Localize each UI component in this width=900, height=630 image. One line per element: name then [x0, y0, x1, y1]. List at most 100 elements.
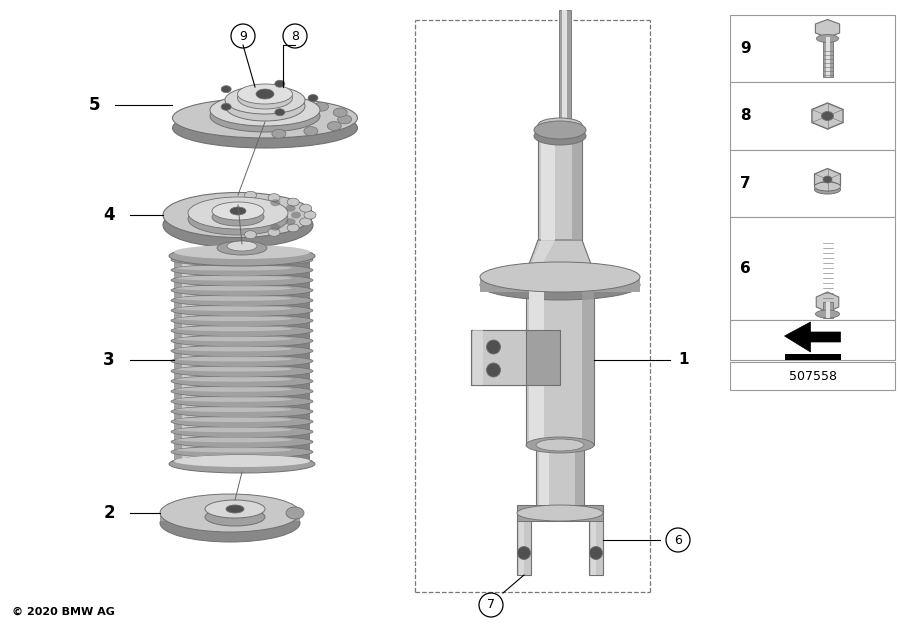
Text: 6: 6 — [740, 261, 751, 276]
Text: 7: 7 — [487, 598, 495, 612]
Bar — [473, 330, 483, 385]
Ellipse shape — [270, 199, 280, 206]
Ellipse shape — [285, 205, 295, 212]
Ellipse shape — [487, 363, 500, 377]
Bar — [480, 277, 640, 292]
Ellipse shape — [217, 241, 267, 255]
Ellipse shape — [487, 340, 500, 354]
Ellipse shape — [272, 129, 286, 138]
Ellipse shape — [256, 89, 274, 99]
Ellipse shape — [171, 284, 313, 296]
Bar — [589, 505, 603, 575]
Polygon shape — [527, 240, 555, 275]
Ellipse shape — [814, 182, 841, 191]
Ellipse shape — [590, 546, 602, 559]
Ellipse shape — [517, 505, 603, 521]
Ellipse shape — [171, 386, 313, 398]
Ellipse shape — [176, 336, 292, 341]
Text: 2: 2 — [104, 504, 115, 522]
Polygon shape — [525, 240, 595, 275]
Ellipse shape — [176, 357, 292, 362]
Ellipse shape — [176, 427, 292, 432]
Ellipse shape — [518, 546, 530, 559]
Ellipse shape — [212, 208, 264, 226]
Ellipse shape — [536, 439, 584, 451]
Text: 8: 8 — [740, 108, 751, 123]
Ellipse shape — [171, 446, 313, 458]
Ellipse shape — [176, 437, 292, 442]
Bar — [730, 217, 895, 320]
Bar — [572, 125, 582, 240]
Bar — [559, 10, 571, 120]
Bar — [730, 362, 895, 390]
Ellipse shape — [169, 246, 315, 266]
Ellipse shape — [308, 94, 318, 101]
Ellipse shape — [171, 365, 313, 377]
Ellipse shape — [171, 304, 313, 316]
Ellipse shape — [238, 87, 292, 109]
Ellipse shape — [534, 127, 586, 145]
Text: 9: 9 — [239, 30, 247, 42]
Ellipse shape — [328, 122, 341, 130]
Ellipse shape — [176, 387, 292, 392]
Bar — [288, 260, 310, 462]
Ellipse shape — [225, 91, 305, 121]
Ellipse shape — [287, 198, 299, 206]
Ellipse shape — [274, 80, 284, 87]
Text: 9: 9 — [740, 41, 751, 56]
Bar — [539, 445, 549, 505]
Ellipse shape — [823, 176, 832, 183]
Ellipse shape — [238, 84, 292, 104]
Bar — [529, 282, 544, 445]
Ellipse shape — [176, 367, 292, 372]
Ellipse shape — [176, 457, 292, 462]
Ellipse shape — [480, 270, 640, 300]
Bar — [730, 15, 895, 82]
Ellipse shape — [270, 224, 280, 231]
Ellipse shape — [176, 326, 292, 331]
Ellipse shape — [173, 108, 357, 148]
Ellipse shape — [163, 202, 313, 248]
Ellipse shape — [171, 345, 313, 357]
Ellipse shape — [285, 218, 295, 226]
Ellipse shape — [171, 416, 313, 428]
Ellipse shape — [171, 314, 313, 326]
Ellipse shape — [274, 109, 284, 116]
Ellipse shape — [822, 112, 833, 120]
Ellipse shape — [176, 306, 292, 311]
Ellipse shape — [171, 375, 313, 387]
Bar — [526, 282, 594, 445]
Ellipse shape — [300, 204, 311, 212]
Ellipse shape — [304, 211, 316, 219]
Ellipse shape — [176, 397, 292, 402]
Ellipse shape — [315, 102, 328, 111]
Bar — [730, 320, 895, 360]
Text: 1: 1 — [678, 353, 688, 367]
Text: 5: 5 — [88, 96, 100, 114]
Ellipse shape — [174, 455, 310, 467]
Text: 3: 3 — [104, 351, 115, 369]
Bar — [517, 505, 531, 575]
Bar — [160, 513, 300, 521]
Bar — [536, 445, 584, 505]
Ellipse shape — [268, 193, 280, 202]
Bar — [562, 10, 567, 120]
Text: 7: 7 — [740, 176, 751, 191]
Ellipse shape — [268, 228, 280, 236]
Polygon shape — [785, 322, 841, 352]
Ellipse shape — [245, 192, 256, 199]
Ellipse shape — [171, 254, 313, 266]
Ellipse shape — [814, 185, 841, 194]
Ellipse shape — [171, 324, 313, 336]
Ellipse shape — [176, 286, 292, 291]
Bar — [823, 37, 832, 76]
Ellipse shape — [225, 86, 305, 114]
Ellipse shape — [171, 335, 313, 347]
Bar — [471, 330, 560, 385]
Bar — [582, 282, 594, 445]
Ellipse shape — [205, 508, 265, 526]
Text: © 2020 BMW AG: © 2020 BMW AG — [12, 607, 115, 617]
Ellipse shape — [171, 294, 313, 306]
Ellipse shape — [171, 355, 313, 367]
Text: 6: 6 — [674, 534, 682, 546]
